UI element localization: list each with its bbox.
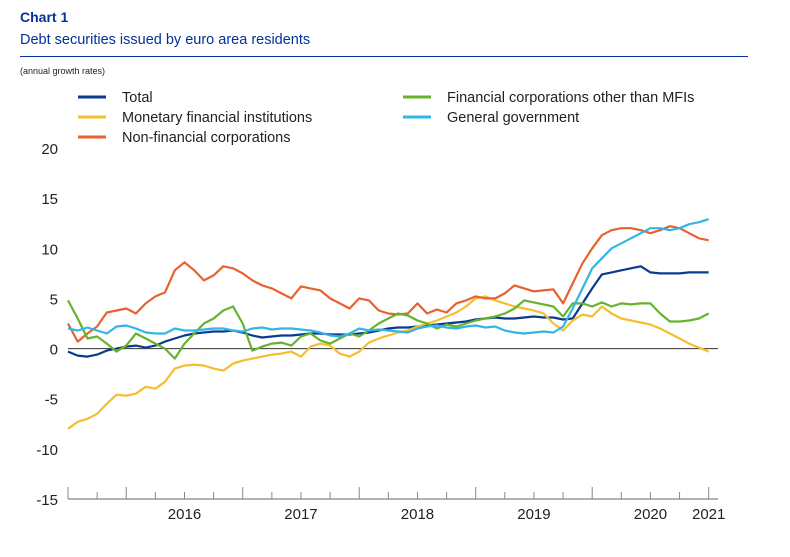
y-tick-label: -5 bbox=[45, 392, 58, 409]
x-axis: 2016 2017 2018 2019 2020 2021 bbox=[67, 487, 725, 523]
y-tick-label: -10 bbox=[36, 442, 58, 459]
series-line-0 bbox=[67, 265, 709, 358]
x-tick-label: 2021 bbox=[692, 506, 725, 523]
series-line-4 bbox=[67, 218, 710, 338]
chart-title: Debt securities issued by euro area resi… bbox=[20, 32, 311, 48]
series-line-2 bbox=[67, 225, 709, 343]
x-tick-label: 2016 bbox=[168, 506, 201, 523]
y-tick-label: 0 bbox=[50, 342, 58, 359]
y-tick-label: -15 bbox=[36, 492, 58, 509]
y-tick-label: 15 bbox=[41, 191, 58, 208]
series-line-1 bbox=[67, 295, 710, 430]
legend-label: Monetary financial institutions bbox=[122, 110, 312, 126]
y-tick-label: 20 bbox=[41, 141, 58, 158]
legend-label: Total bbox=[122, 90, 153, 106]
legend: Total Monetary financial institutions Non-… bbox=[78, 90, 694, 146]
chart-subtitle: (annual growth rates) bbox=[20, 66, 106, 76]
header-divider bbox=[20, 56, 748, 57]
x-tick-label: 2017 bbox=[284, 506, 317, 523]
y-axis: -15 -10 -5 0 5 10 15 20 bbox=[36, 141, 58, 509]
y-tick-label: 10 bbox=[41, 241, 58, 258]
x-tick-label: 2018 bbox=[401, 506, 434, 523]
series-line-3 bbox=[67, 299, 710, 360]
legend-label: General government bbox=[447, 110, 579, 126]
chart-header: Chart 1 Debt securities issued by euro a… bbox=[20, 8, 748, 50]
series-lines bbox=[67, 218, 710, 430]
y-tick-label: 5 bbox=[50, 291, 58, 308]
legend-label: Financial corporations other than MFIs bbox=[447, 90, 694, 106]
x-tick-label: 2019 bbox=[517, 506, 550, 523]
legend-label: Non-financial corporations bbox=[122, 130, 290, 146]
chart-number-label: Chart 1 bbox=[20, 9, 69, 25]
x-tick-label: 2020 bbox=[634, 506, 667, 523]
